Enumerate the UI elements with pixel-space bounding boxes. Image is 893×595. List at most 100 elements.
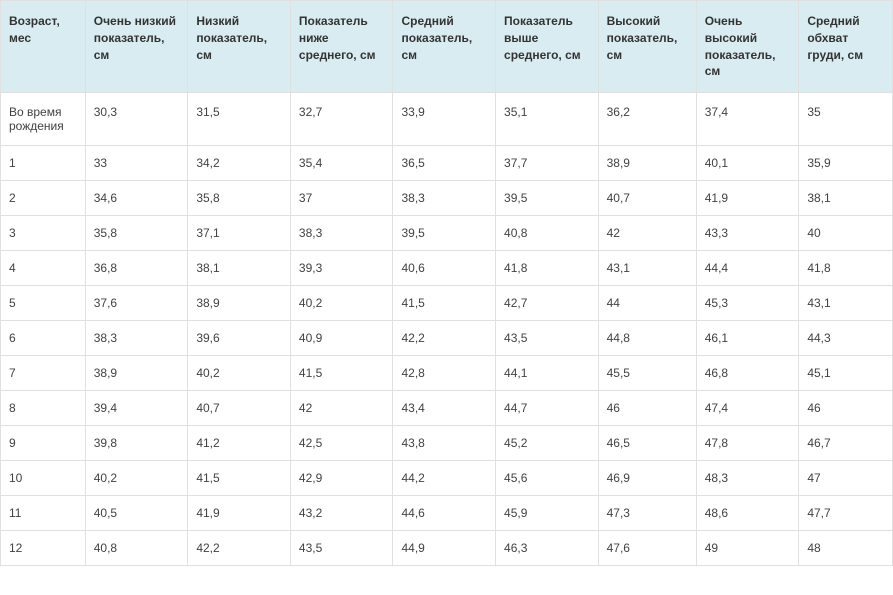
table-cell: 33 [85, 146, 188, 181]
column-header: Очень низкий показатель, см [85, 1, 188, 93]
table-cell: 40,2 [188, 356, 291, 391]
table-cell: 43,5 [496, 321, 599, 356]
table-row: 638,339,640,942,243,544,846,144,3 [1, 321, 893, 356]
table-cell: 12 [1, 531, 86, 566]
table-cell: 43,2 [290, 496, 393, 531]
table-cell: 46,3 [496, 531, 599, 566]
table-row: 436,838,139,340,641,843,144,441,8 [1, 251, 893, 286]
table-cell: 1 [1, 146, 86, 181]
table-cell: 47 [799, 461, 893, 496]
table-cell: 40,7 [598, 181, 696, 216]
table-row: 537,638,940,241,542,74445,343,1 [1, 286, 893, 321]
table-cell: 45,3 [696, 286, 799, 321]
table-cell: 47,6 [598, 531, 696, 566]
table-cell: 43,8 [393, 426, 496, 461]
table-cell: 46,1 [696, 321, 799, 356]
table-cell: 45,2 [496, 426, 599, 461]
table-cell: 46,8 [696, 356, 799, 391]
table-cell: 35,8 [85, 216, 188, 251]
table-cell: 7 [1, 356, 86, 391]
table-cell: 38,3 [393, 181, 496, 216]
table-cell: 46,5 [598, 426, 696, 461]
table-cell: 35,1 [496, 93, 599, 146]
table-cell: 39,8 [85, 426, 188, 461]
table-row: 839,440,74243,444,74647,446 [1, 391, 893, 426]
table-cell: 4 [1, 251, 86, 286]
table-cell: 35,9 [799, 146, 893, 181]
table-cell: 37,6 [85, 286, 188, 321]
table-cell: 44,6 [393, 496, 496, 531]
column-header: Возраст, мес [1, 1, 86, 93]
table-cell: 46 [799, 391, 893, 426]
table-cell: 6 [1, 321, 86, 356]
table-cell: 44,9 [393, 531, 496, 566]
table-cell: 37,1 [188, 216, 291, 251]
column-header: Высокий показатель, см [598, 1, 696, 93]
table-cell: 44,1 [496, 356, 599, 391]
table-cell: 39,6 [188, 321, 291, 356]
table-cell: 41,8 [799, 251, 893, 286]
table-cell: 35,4 [290, 146, 393, 181]
table-row: 1240,842,243,544,946,347,64948 [1, 531, 893, 566]
table-cell: 44,7 [496, 391, 599, 426]
table-cell: 40 [799, 216, 893, 251]
table-cell: 43,3 [696, 216, 799, 251]
table-cell: 48,6 [696, 496, 799, 531]
column-header: Средний показатель, см [393, 1, 496, 93]
table-cell: 44,3 [799, 321, 893, 356]
table-cell: 40,5 [85, 496, 188, 531]
table-header: Возраст, мес Очень низкий показатель, см… [1, 1, 893, 93]
table-cell: 37,7 [496, 146, 599, 181]
table-cell: 47,3 [598, 496, 696, 531]
table-cell: 42,2 [393, 321, 496, 356]
table-cell: 45,5 [598, 356, 696, 391]
table-cell: 41,8 [496, 251, 599, 286]
table-cell: 47,4 [696, 391, 799, 426]
table-cell: 41,5 [188, 461, 291, 496]
table-cell: 44,2 [393, 461, 496, 496]
table-cell: 39,4 [85, 391, 188, 426]
table-cell: 40,8 [85, 531, 188, 566]
table-cell: 42,5 [290, 426, 393, 461]
table-cell: 33,9 [393, 93, 496, 146]
table-cell: 48 [799, 531, 893, 566]
table-cell: 38,9 [188, 286, 291, 321]
table-cell: Во время рождения [1, 93, 86, 146]
table-cell: 42 [290, 391, 393, 426]
table-row: Во время рождения30,331,532,733,935,136,… [1, 93, 893, 146]
table-cell: 37,4 [696, 93, 799, 146]
table-cell: 40,2 [85, 461, 188, 496]
table-cell: 30,3 [85, 93, 188, 146]
table-cell: 42,9 [290, 461, 393, 496]
table-cell: 41,5 [393, 286, 496, 321]
table-cell: 43,4 [393, 391, 496, 426]
table-cell: 34,6 [85, 181, 188, 216]
table-cell: 42,8 [393, 356, 496, 391]
table-cell: 44,8 [598, 321, 696, 356]
table-cell: 46,7 [799, 426, 893, 461]
table-row: 738,940,241,542,844,145,546,845,1 [1, 356, 893, 391]
table-cell: 45,1 [799, 356, 893, 391]
table-cell: 38,1 [799, 181, 893, 216]
table-cell: 38,1 [188, 251, 291, 286]
table-cell: 2 [1, 181, 86, 216]
table-body: Во время рождения30,331,532,733,935,136,… [1, 93, 893, 566]
table-cell: 5 [1, 286, 86, 321]
table-cell: 38,3 [85, 321, 188, 356]
table-cell: 44,4 [696, 251, 799, 286]
column-header: Очень высокий показатель, см [696, 1, 799, 93]
table-cell: 9 [1, 426, 86, 461]
table-row: 234,635,83738,339,540,741,938,1 [1, 181, 893, 216]
table-cell: 40,1 [696, 146, 799, 181]
table-cell: 36,5 [393, 146, 496, 181]
table-cell: 8 [1, 391, 86, 426]
table-cell: 48,3 [696, 461, 799, 496]
table-cell: 49 [696, 531, 799, 566]
table-cell: 35,8 [188, 181, 291, 216]
table-cell: 41,9 [696, 181, 799, 216]
data-table: Возраст, мес Очень низкий показатель, см… [0, 0, 893, 566]
column-header: Показатель выше среднего, см [496, 1, 599, 93]
table-cell: 47,8 [696, 426, 799, 461]
table-cell: 11 [1, 496, 86, 531]
table-cell: 38,3 [290, 216, 393, 251]
